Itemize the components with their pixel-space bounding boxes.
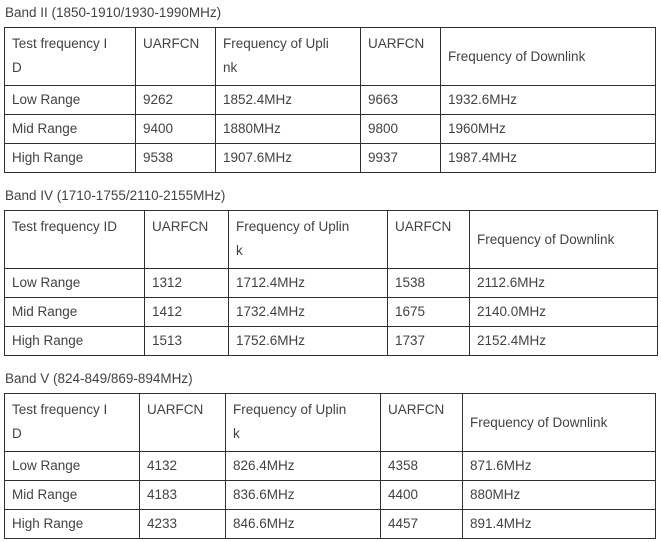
table-row: Low Range 4132 826.4MHz 4358 871.6MHz — [4, 451, 656, 481]
table-cell: 9937 — [360, 143, 441, 173]
table-row: High Range 1513 1752.6MHz 1737 2152.4MHz — [4, 326, 658, 356]
band-section: Band V (824-849/869-894MHz) Test frequen… — [0, 371, 661, 539]
column-header: UARFCN — [135, 27, 216, 86]
column-header: Frequency of Upli nk — [215, 27, 361, 86]
table-row: Low Range 1312 1712.4MHz 1538 2112.6MHz — [4, 268, 658, 298]
table-cell: Low Range — [4, 85, 136, 115]
table-cell: 846.6MHz — [225, 509, 381, 539]
table-cell: 4400 — [380, 480, 463, 510]
column-header: Test frequency I D — [4, 393, 140, 452]
column-header: UARFCN — [360, 27, 441, 86]
table-cell: 4132 — [139, 451, 226, 481]
band-section: Band II (1850-1910/1930-1990MHz) Test fr… — [0, 5, 661, 173]
table-cell: 1932.6MHz — [440, 85, 656, 115]
band-title: Band II (1850-1910/1930-1990MHz) — [5, 5, 222, 20]
table-cell: 1987.4MHz — [440, 143, 656, 173]
table-cell: Mid Range — [4, 114, 136, 144]
band-section: Band IV (1710-1755/2110-2155MHz) Test fr… — [0, 188, 661, 356]
column-header: Frequency of Uplin k — [228, 210, 388, 269]
header-row: Test frequency ID UARFCN Frequency of Upli… — [4, 210, 658, 269]
table-cell: High Range — [4, 326, 145, 356]
header-row: Test frequency I D UARFCN Frequency of Upl… — [4, 27, 656, 86]
table-cell: 1852.4MHz — [215, 85, 361, 115]
table-cell: 1960MHz — [440, 114, 656, 144]
table-cell: 826.4MHz — [225, 451, 381, 481]
table-cell: High Range — [4, 143, 136, 173]
table-row: High Range 4233 846.6MHz 4457 891.4MHz — [4, 509, 656, 539]
table-cell: 871.6MHz — [462, 451, 656, 481]
table-cell: 2112.6MHz — [469, 268, 658, 298]
table-cell: 1538 — [387, 268, 470, 298]
frequency-table: Test frequency I D UARFCN Frequency of Upl… — [4, 27, 656, 173]
table-cell: Low Range — [4, 268, 145, 298]
table-cell: 891.4MHz — [462, 509, 656, 539]
table-cell: 1752.6MHz — [228, 326, 388, 356]
column-header: UARFCN — [387, 210, 470, 269]
table-cell: 1675 — [387, 297, 470, 327]
table-cell: Low Range — [4, 451, 140, 481]
column-header: Test frequency ID — [4, 210, 145, 269]
table-cell: 4358 — [380, 451, 463, 481]
table-row: Mid Range 4183 836.6MHz 4400 880MHz — [4, 480, 656, 510]
column-header: Frequency of Downlink — [469, 210, 658, 269]
table-cell: 1737 — [387, 326, 470, 356]
column-header: UARFCN — [144, 210, 229, 269]
table-row: Mid Range 1412 1732.4MHz 1675 2140.0MHz — [4, 297, 658, 327]
band-title: Band IV (1710-1755/2110-2155MHz) — [5, 188, 226, 203]
table-cell: 1412 — [144, 297, 229, 327]
table-cell: 9800 — [360, 114, 441, 144]
table-cell: 1312 — [144, 268, 229, 298]
table-cell: 9262 — [135, 85, 216, 115]
band-title: Band V (824-849/869-894MHz) — [5, 371, 193, 386]
table-cell: Mid Range — [4, 480, 140, 510]
column-header: UARFCN — [380, 393, 463, 452]
header-row: Test frequency I D UARFCN Frequency of Upl… — [4, 393, 656, 452]
table-cell: 880MHz — [462, 480, 656, 510]
table-cell: 836.6MHz — [225, 480, 381, 510]
table-cell: 1732.4MHz — [228, 297, 388, 327]
document-body: Band II (1850-1910/1930-1990MHz) Test fr… — [0, 5, 661, 539]
table-cell: 4183 — [139, 480, 226, 510]
column-header: Frequency of Uplin k — [225, 393, 381, 452]
table-cell: High Range — [4, 509, 140, 539]
table-cell: 9400 — [135, 114, 216, 144]
table-cell: 1513 — [144, 326, 229, 356]
frequency-table: Test frequency ID UARFCN Frequency of Upli… — [4, 210, 658, 356]
table-row: Mid Range 9400 1880MHz 9800 1960MHz — [4, 114, 656, 144]
table-cell: 9538 — [135, 143, 216, 173]
table-row: High Range 9538 1907.6MHz 9937 1987.4MHz — [4, 143, 656, 173]
table-row: Low Range 9262 1852.4MHz 9663 1932.6MHz — [4, 85, 656, 115]
table-cell: 2140.0MHz — [469, 297, 658, 327]
table-cell: 2152.4MHz — [469, 326, 658, 356]
frequency-table: Test frequency I D UARFCN Frequency of Upl… — [4, 393, 656, 539]
table-cell: Mid Range — [4, 297, 145, 327]
table-cell: 1712.4MHz — [228, 268, 388, 298]
table-cell: 4457 — [380, 509, 463, 539]
column-header: UARFCN — [139, 393, 226, 452]
column-header: Frequency of Downlink — [462, 393, 656, 452]
table-cell: 1907.6MHz — [215, 143, 361, 173]
column-header: Test frequency I D — [4, 27, 136, 86]
table-cell: 9663 — [360, 85, 441, 115]
table-cell: 4233 — [139, 509, 226, 539]
column-header: Frequency of Downlink — [440, 27, 656, 86]
table-cell: 1880MHz — [215, 114, 361, 144]
